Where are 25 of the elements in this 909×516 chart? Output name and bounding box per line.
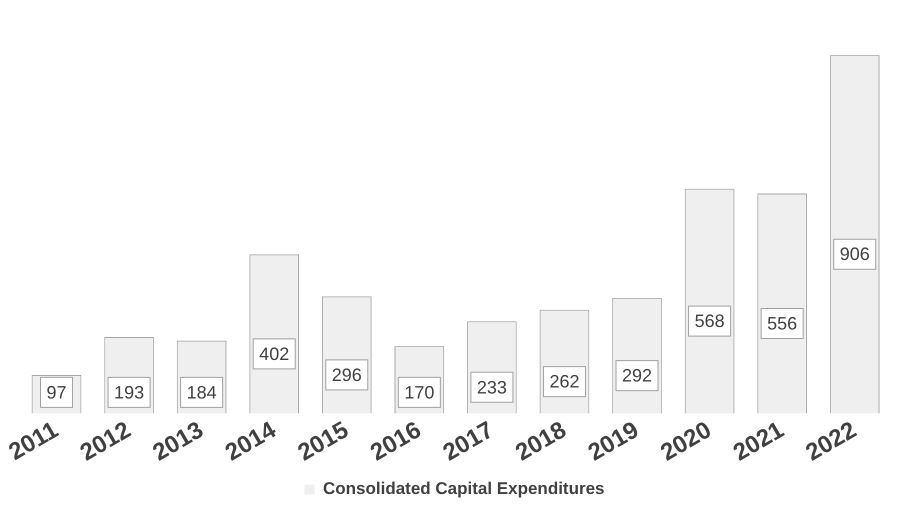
data-label: 193 xyxy=(114,382,144,402)
x-tick-label: 2015 xyxy=(293,416,354,466)
x-tick-label: 2011 xyxy=(4,416,63,466)
data-label: 233 xyxy=(476,377,507,398)
x-tick-label: 2018 xyxy=(511,416,571,466)
data-label: 402 xyxy=(259,344,290,364)
data-label: 906 xyxy=(840,244,870,264)
x-tick-label: 2021 xyxy=(728,416,788,466)
data-label: 97 xyxy=(46,382,67,402)
x-tick-label: 2019 xyxy=(584,416,644,466)
x-tick-label: 2020 xyxy=(656,416,716,466)
x-tick-label: 2014 xyxy=(220,416,282,466)
data-label: 184 xyxy=(186,382,217,402)
data-label: 296 xyxy=(332,364,362,385)
x-tick-label: 2016 xyxy=(366,416,426,466)
x-tick-label: 2022 xyxy=(801,416,862,466)
data-label: 170 xyxy=(404,382,434,402)
legend-label: Consolidated Capital Expenditures xyxy=(323,479,605,498)
data-label: 292 xyxy=(622,366,652,386)
data-label: 556 xyxy=(767,313,798,334)
data-label: 568 xyxy=(694,311,725,332)
x-tick-label: 2017 xyxy=(438,416,498,466)
x-tick-label: 2012 xyxy=(76,416,136,466)
x-tick-label: 2013 xyxy=(148,416,208,466)
data-label: 262 xyxy=(549,372,580,392)
